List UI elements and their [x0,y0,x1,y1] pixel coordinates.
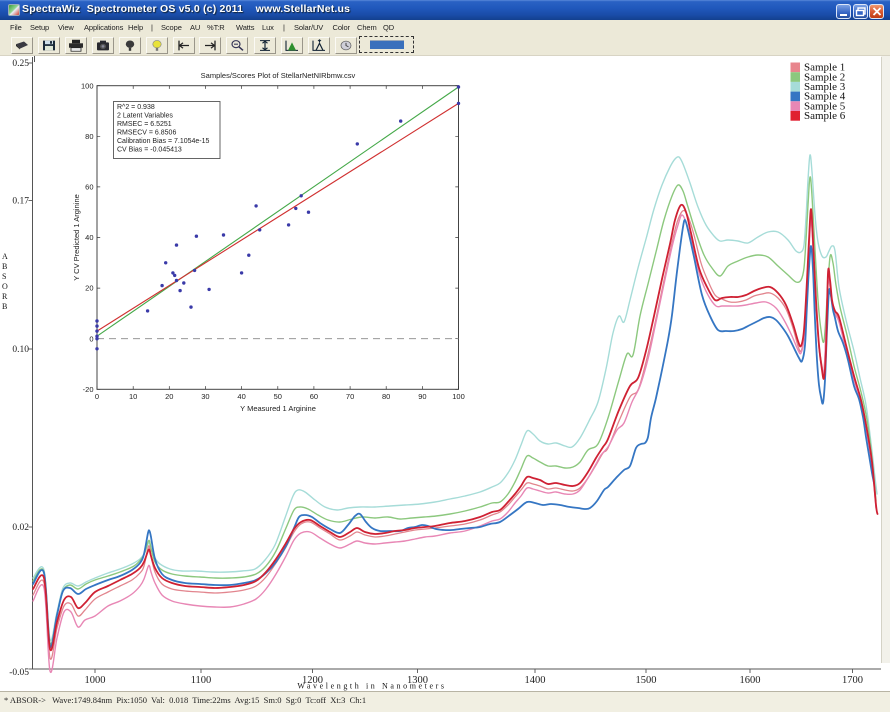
svg-text:Calibration Bias = 7.1054e-15: Calibration Bias = 7.1054e-15 [117,138,210,145]
svg-text:1600: 1600 [740,675,761,686]
svg-text:90: 90 [418,392,426,401]
svg-text:1500: 1500 [636,675,657,686]
svg-text:Samples/Scores Plot of Stellar: Samples/Scores Plot of StellarNetNIRbmw.… [201,71,356,80]
svg-text:CV Bias = -0.045413: CV Bias = -0.045413 [117,147,182,154]
svg-text:R: R [2,292,8,301]
svg-text:100: 100 [452,392,465,401]
svg-text:80: 80 [85,132,93,141]
svg-text:60: 60 [310,392,318,401]
svg-text:40: 40 [85,233,93,242]
svg-text:20: 20 [165,392,173,401]
svg-text:1000: 1000 [85,675,106,686]
svg-text:Sample 1: Sample 1 [804,62,845,74]
svg-text:Sample 4: Sample 4 [804,91,846,103]
svg-text:0.02: 0.02 [12,523,29,533]
svg-text:1200: 1200 [302,675,323,686]
svg-text:40: 40 [237,392,245,401]
svg-text:Y Measured 1 Arginine: Y Measured 1 Arginine [240,404,316,413]
svg-text:Sample 6: Sample 6 [804,110,846,122]
svg-text:0.25: 0.25 [12,59,29,69]
svg-text:0: 0 [95,392,99,401]
svg-text:2 Latent Variables: 2 Latent Variables [117,113,173,120]
svg-text:Sample 3: Sample 3 [804,81,846,93]
svg-text:Y CV Predicted 1 Arginine: Y CV Predicted 1 Arginine [72,194,81,281]
svg-text:10: 10 [129,392,137,401]
svg-text:1700: 1700 [842,675,863,686]
svg-text:S: S [2,272,6,281]
svg-text:-0.05: -0.05 [9,668,29,678]
svg-text:100: 100 [81,81,94,90]
svg-text:RMSECV = 6.8506: RMSECV = 6.8506 [117,130,176,137]
svg-text:B: B [2,302,7,311]
svg-text:R^2 = 0.938: R^2 = 0.938 [117,104,155,111]
svg-text:Sample 2: Sample 2 [804,71,845,83]
svg-text:20: 20 [85,284,93,293]
svg-text:0.17: 0.17 [12,197,29,207]
svg-text:70: 70 [346,392,354,401]
svg-text:1400: 1400 [525,675,546,686]
svg-text:1300: 1300 [407,675,428,686]
svg-text:RMSEC = 6.5251: RMSEC = 6.5251 [117,121,172,128]
svg-text:-20: -20 [83,385,94,394]
svg-text:1100: 1100 [191,675,212,686]
svg-text:Wavelength in Nanometers: Wavelength in Nanometers [297,682,446,691]
svg-text:80: 80 [382,392,390,401]
svg-text:O: O [2,282,8,291]
svg-text:50: 50 [274,392,282,401]
svg-text:A: A [2,252,8,261]
svg-text:60: 60 [85,183,93,192]
svg-text:Sample 5: Sample 5 [804,100,846,112]
svg-text:0.10: 0.10 [12,345,29,355]
svg-text:30: 30 [201,392,209,401]
svg-text:B: B [2,262,7,271]
svg-text:0: 0 [89,334,93,343]
